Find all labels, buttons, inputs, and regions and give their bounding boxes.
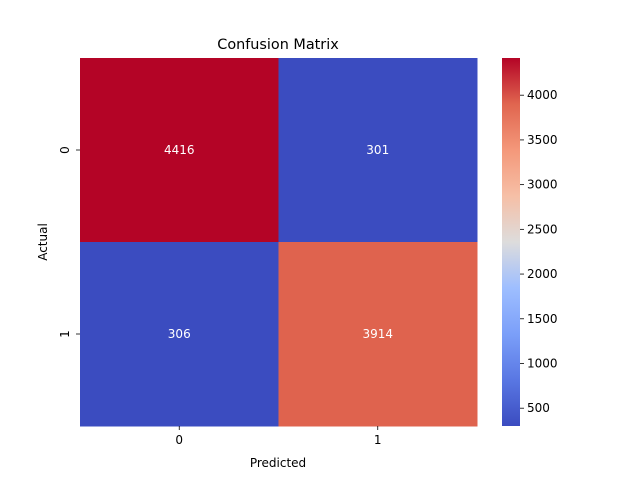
chart-title: Confusion Matrix (217, 37, 339, 53)
y-axis-label: Actual (36, 223, 50, 261)
heatmap-cell (80, 242, 279, 427)
colorbar-tick-label: 1500 (527, 312, 558, 326)
y-tick-label: 0 (58, 146, 72, 154)
colorbar-tick-label: 2500 (527, 222, 558, 236)
colorbar-tick-label: 3500 (527, 133, 558, 147)
x-axis-label: Predicted (250, 456, 306, 470)
colorbar-tick-label: 500 (527, 401, 550, 415)
cell-value-label: 4416 (164, 143, 195, 157)
heatmap-cell (80, 58, 279, 243)
x-tick-label: 1 (374, 433, 382, 447)
y-axis-ticks: 01 (58, 146, 80, 338)
y-tick-label: 1 (58, 330, 72, 338)
colorbar-tick-label: 1000 (527, 356, 558, 370)
x-tick-label: 0 (175, 433, 183, 447)
heatmap-cell (278, 58, 478, 243)
colorbar-tick-label: 4000 (527, 88, 558, 102)
colorbar (502, 58, 520, 426)
colorbar-tick-label: 2000 (527, 267, 558, 281)
cell-value-label: 306 (168, 327, 191, 341)
heatmap-cell (278, 242, 478, 427)
heatmap-cell-labels: 4416 301 306 3914 (164, 143, 393, 341)
cell-value-label: 301 (366, 143, 389, 157)
heatmap-cells (80, 58, 478, 427)
colorbar-ticks: 500 1000 1500 2000 2500 3000 3500 4000 (520, 88, 558, 415)
colorbar-tick-label: 3000 (527, 178, 558, 192)
cell-value-label: 3914 (362, 327, 393, 341)
